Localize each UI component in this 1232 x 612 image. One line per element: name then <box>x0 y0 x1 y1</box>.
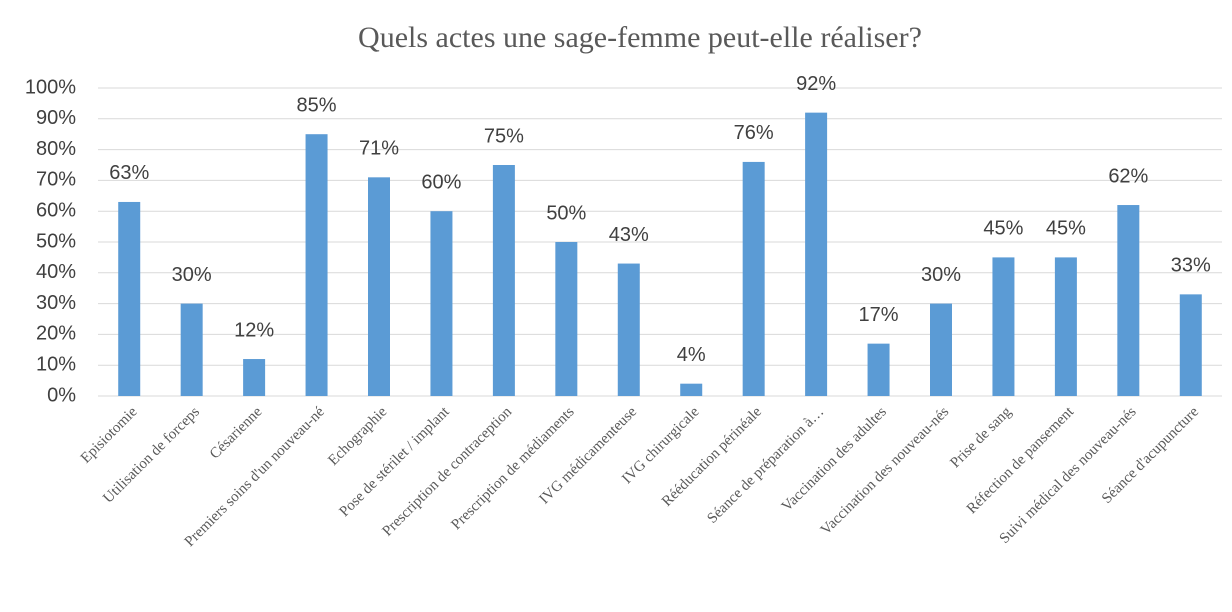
bar <box>1179 294 1202 396</box>
y-tick-label: 40% <box>36 261 76 283</box>
data-label: 75% <box>484 125 524 147</box>
data-label: 12% <box>234 319 274 341</box>
data-label: 45% <box>983 218 1023 240</box>
x-tick-label: Séance de préparation à… <box>704 404 827 527</box>
data-label: 85% <box>297 94 337 116</box>
y-tick-label: 90% <box>36 107 76 129</box>
data-label: 62% <box>1108 165 1148 187</box>
y-tick-label: 0% <box>47 384 76 406</box>
bar <box>867 343 890 396</box>
x-tick-label: Prescription de contraception <box>380 404 516 540</box>
data-label: 71% <box>359 138 399 160</box>
bar <box>992 257 1015 396</box>
y-tick-label: 70% <box>36 169 76 191</box>
bar <box>243 359 266 396</box>
bar <box>1054 257 1077 396</box>
x-tick-label: Prescription de médiaments <box>448 404 577 533</box>
x-tick-label: Vaccination des nouveau-nés <box>818 404 953 539</box>
bar <box>742 161 765 396</box>
data-label: 76% <box>734 122 774 144</box>
y-tick-label: 30% <box>36 292 76 314</box>
data-label: 30% <box>921 264 961 286</box>
data-label: 50% <box>546 202 586 224</box>
y-tick-label: 60% <box>36 199 76 221</box>
x-tick-label: Echographie <box>325 404 390 469</box>
y-tick-label: 100% <box>25 76 76 98</box>
bar <box>430 211 453 396</box>
x-tick-label: Prise de sang <box>947 404 1015 472</box>
x-tick-label: Réfection de pansement <box>964 403 1078 517</box>
bar <box>1117 205 1140 396</box>
data-label: 45% <box>1046 218 1086 240</box>
bar <box>555 242 578 396</box>
bar <box>617 263 640 396</box>
bar <box>368 177 390 396</box>
bar <box>930 303 952 396</box>
x-tick-label: Episiotomie <box>78 404 141 467</box>
chart-title: Quels actes une sage-femme peut-elle réa… <box>358 21 922 54</box>
bar <box>180 303 203 396</box>
data-label: 43% <box>609 224 649 246</box>
x-tick-label: Césarienne <box>207 404 266 463</box>
x-tick-label: Vaccination des adultes <box>779 404 890 515</box>
data-label: 30% <box>172 264 212 286</box>
bar <box>805 112 828 396</box>
bar <box>680 383 703 396</box>
data-label: 17% <box>859 304 899 326</box>
y-tick-label: 20% <box>36 323 76 345</box>
y-tick-label: 50% <box>36 230 76 252</box>
y-tick-label: 80% <box>36 138 76 160</box>
data-label: 60% <box>421 171 461 193</box>
data-label: 92% <box>796 73 836 95</box>
x-tick-label: Pose de stérilet / implant <box>337 403 454 520</box>
data-label: 33% <box>1171 255 1211 277</box>
bar <box>305 134 328 396</box>
y-tick-label: 10% <box>36 353 76 375</box>
data-label: 4% <box>677 344 706 366</box>
bar <box>118 201 141 396</box>
bar <box>492 165 515 396</box>
data-label: 63% <box>109 162 149 184</box>
